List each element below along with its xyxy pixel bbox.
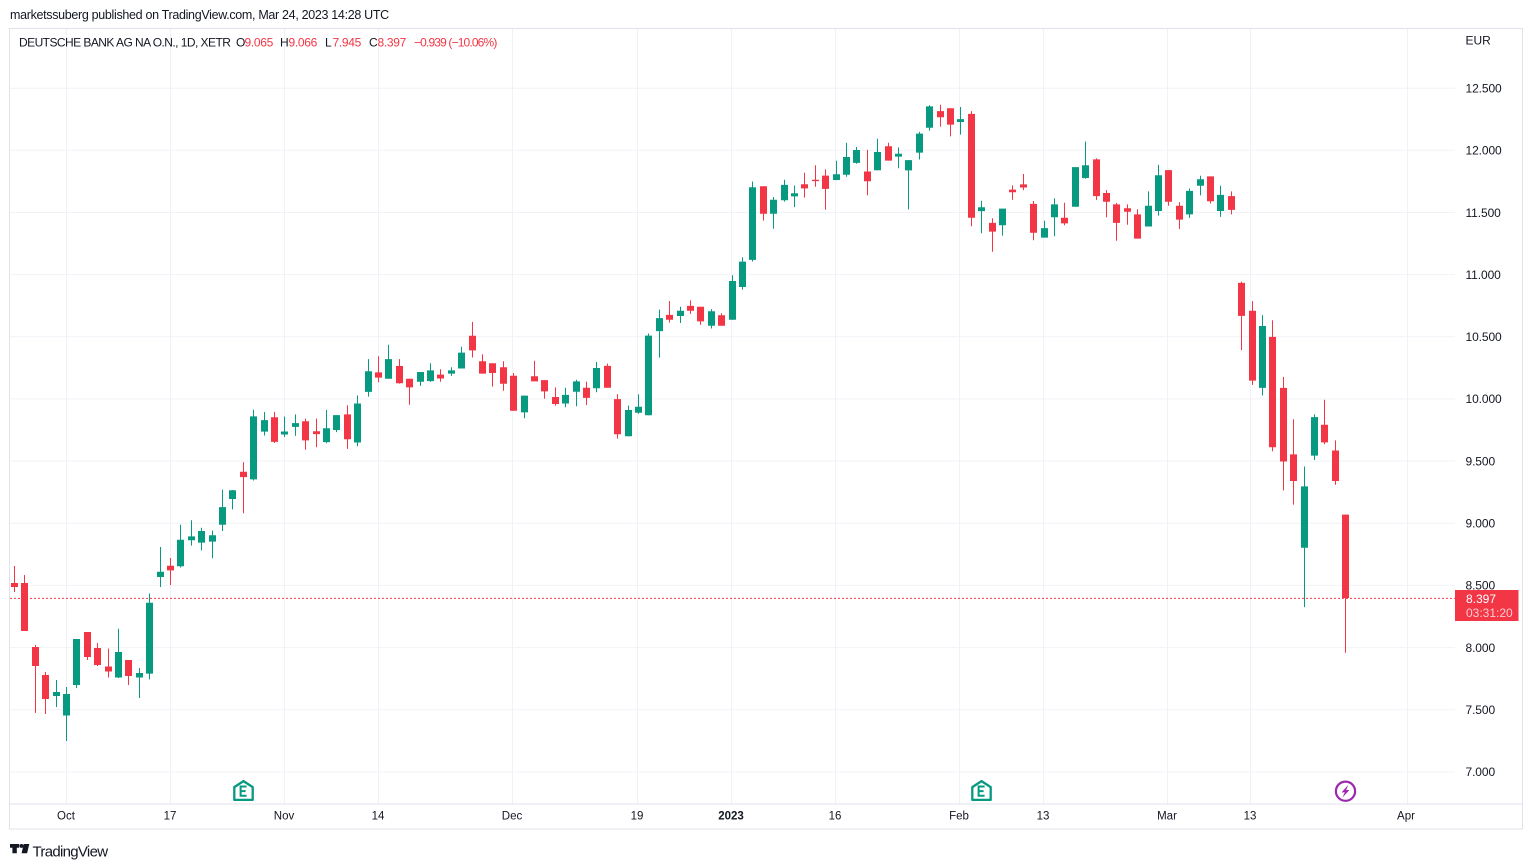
svg-text:7.000: 7.000 xyxy=(1466,765,1496,779)
svg-text:9.066: 9.066 xyxy=(289,36,318,50)
svg-text:12.500: 12.500 xyxy=(1466,82,1503,96)
svg-text:−0.939 (−10.06%): −0.939 (−10.06%) xyxy=(414,36,497,50)
svg-text:Feb: Feb xyxy=(949,811,969,823)
svg-text:9.065: 9.065 xyxy=(245,36,274,50)
svg-text:Nov: Nov xyxy=(274,811,295,823)
svg-text:13: 13 xyxy=(1037,811,1050,823)
svg-text:10.000: 10.000 xyxy=(1466,392,1503,406)
svg-text:19: 19 xyxy=(631,811,644,823)
svg-text:9.000: 9.000 xyxy=(1466,517,1496,531)
svg-text:8.000: 8.000 xyxy=(1466,641,1496,655)
svg-text:Apr: Apr xyxy=(1397,811,1415,823)
svg-text:L: L xyxy=(325,36,332,50)
svg-text:9.500: 9.500 xyxy=(1466,454,1496,468)
svg-text:7.945: 7.945 xyxy=(333,36,362,50)
svg-text:11.000: 11.000 xyxy=(1466,268,1502,282)
svg-text:marketssuberg published on Tra: marketssuberg published on TradingView.c… xyxy=(10,8,389,22)
svg-text:12.000: 12.000 xyxy=(1466,144,1503,158)
svg-text:EUR: EUR xyxy=(1466,34,1492,48)
svg-text:14: 14 xyxy=(372,811,385,823)
svg-text:16: 16 xyxy=(829,811,842,823)
svg-text:DEUTSCHE BANK AG NA O.N., 1D,: DEUTSCHE BANK AG NA O.N., 1D, XETR xyxy=(19,36,231,50)
svg-text:Dec: Dec xyxy=(502,811,523,823)
svg-text:11.500: 11.500 xyxy=(1466,206,1502,220)
svg-text:2023: 2023 xyxy=(718,811,744,823)
svg-text:03:31:20: 03:31:20 xyxy=(1466,606,1513,620)
svg-text:Mar: Mar xyxy=(1157,811,1177,823)
svg-text:H: H xyxy=(280,36,288,50)
svg-text:O: O xyxy=(236,36,245,50)
svg-text:C: C xyxy=(369,36,378,50)
svg-text:10.500: 10.500 xyxy=(1466,330,1503,344)
svg-text:8.397: 8.397 xyxy=(1466,592,1496,606)
svg-text:17: 17 xyxy=(164,811,177,823)
svg-text:TradingView: TradingView xyxy=(33,844,109,861)
svg-text:Oct: Oct xyxy=(57,811,76,823)
svg-text:8.500: 8.500 xyxy=(1466,579,1496,593)
svg-text:8.397: 8.397 xyxy=(378,36,407,50)
svg-text:13: 13 xyxy=(1244,811,1257,823)
svg-text:7.500: 7.500 xyxy=(1466,703,1496,717)
